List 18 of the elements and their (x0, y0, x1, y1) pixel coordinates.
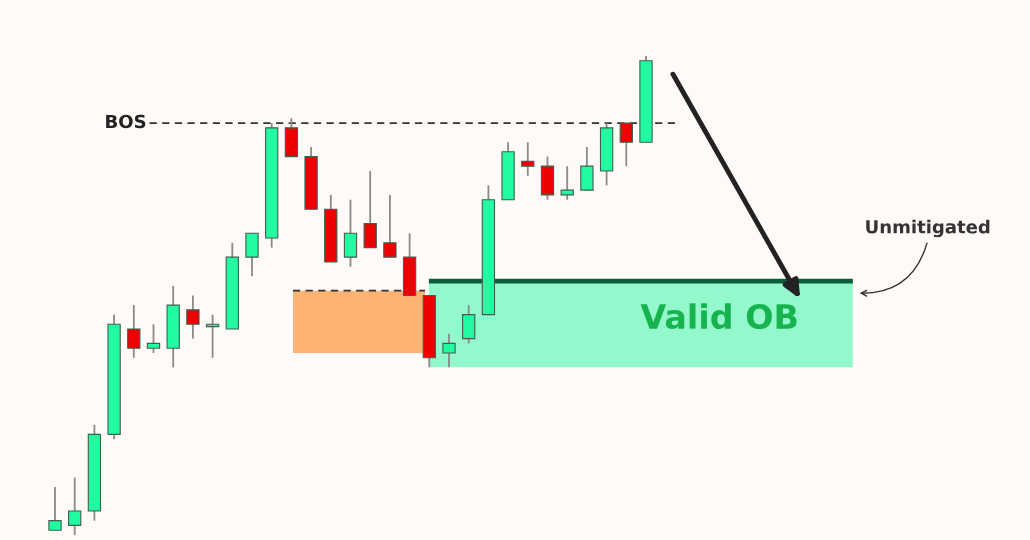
candlestick (383, 194, 397, 259)
candlestick (442, 332, 456, 369)
candlestick (186, 294, 200, 340)
ref-line-label: BOS (106, 114, 146, 129)
candlestick (127, 304, 141, 359)
candlestick (521, 141, 535, 177)
candlestick (48, 486, 62, 532)
candlestick (619, 122, 633, 168)
candlestick (560, 165, 574, 201)
candlestick (580, 146, 594, 192)
text: Unmitigated (866, 219, 990, 238)
candlestick (245, 232, 259, 278)
candlestick (363, 170, 377, 249)
candlestick (462, 304, 476, 345)
candlestick (343, 198, 358, 268)
candlestick (146, 323, 161, 354)
band-label: Valid OB (640, 303, 797, 330)
candlestick (68, 476, 82, 536)
